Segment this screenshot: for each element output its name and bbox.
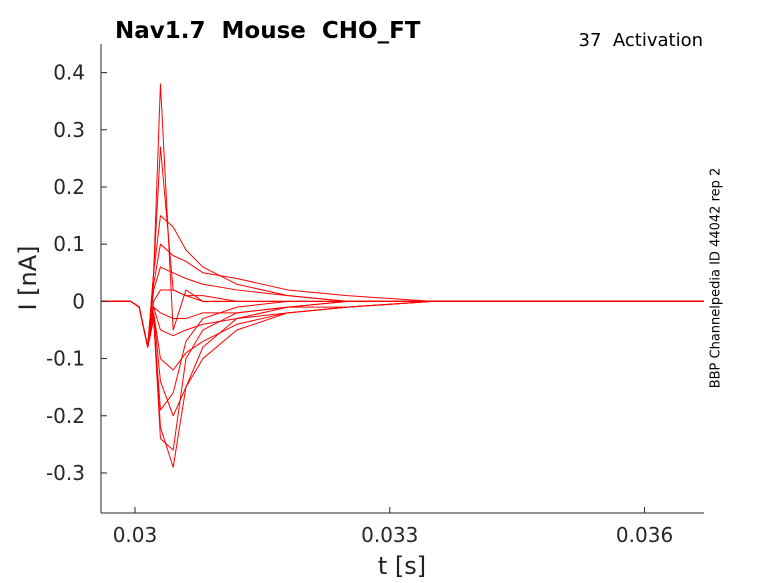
series-layer [101,83,704,468]
chart-subtitle: 37 Activation [578,30,703,51]
axes-layer [100,44,704,514]
channelpedia-id-label: BBP Channelpedia ID 44042 rep 2 [708,167,724,389]
y-tick-label: -0.3 [46,461,85,485]
y-tick-label: -0.1 [46,347,85,371]
y-tick-label: 0.2 [53,175,85,199]
y-tick-label: 0 [72,289,85,313]
y-tick-layer: 0.4 0.3 0.2 0.1 0 -0.1 -0.2 -0.3 [46,61,107,485]
x-axis-label: t [s] [377,552,427,580]
y-tick-label: 0.3 [53,118,85,142]
y-tick-label: 0.1 [53,232,85,256]
y-tick-label: 0.4 [53,61,85,85]
x-tick-layer: 0.03 0.033 0.036 [113,507,673,547]
current-trace-13 [101,300,704,411]
y-axis-label: I [nA] [14,245,42,311]
x-tick-label: 0.036 [616,523,673,547]
y-tick-label: -0.2 [46,404,85,428]
x-tick-label: 0.033 [361,523,418,547]
chart-title: Nav1.7 Mouse CHO_FT [115,18,421,44]
x-tick-label: 0.03 [113,523,158,547]
